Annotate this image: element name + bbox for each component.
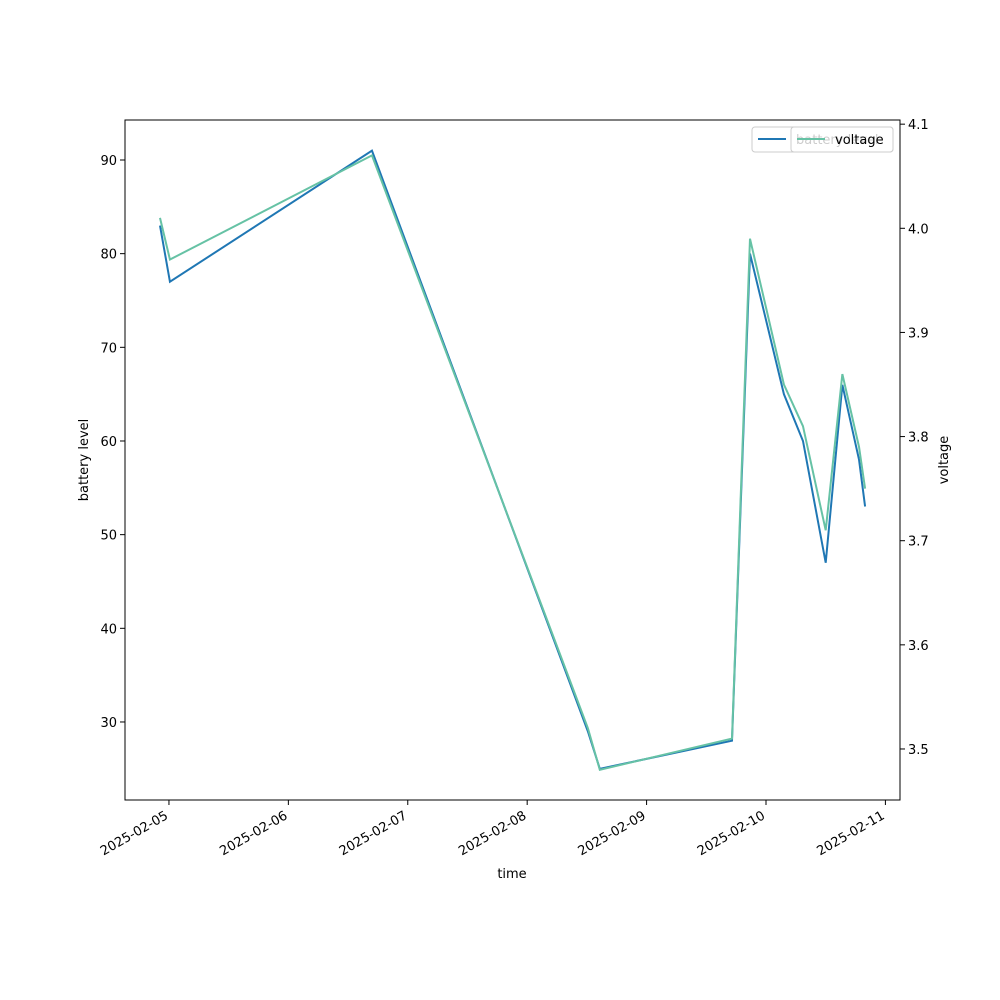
y-tick-label: 70	[100, 341, 117, 356]
y-tick-label: 90	[100, 154, 117, 169]
y2-tick-label: 3.7	[908, 535, 929, 550]
y-tick-label: 60	[100, 435, 117, 450]
x-tick-label: 2025-02-06	[217, 808, 290, 859]
y-axis-label: battery level	[77, 419, 92, 502]
y2-tick-label: 4.0	[908, 222, 929, 237]
y2-tick-label: 3.8	[908, 431, 929, 446]
x-tick-label: 2025-02-08	[456, 808, 529, 859]
line-series	[159, 149, 867, 770]
x-tick-label: 2025-02-10	[695, 808, 768, 859]
legend-box	[790, 126, 894, 153]
y2-axis-label: voltage	[937, 436, 952, 485]
y2-tick-label: 3.6	[908, 639, 929, 654]
y-tick-label: 50	[100, 529, 117, 544]
y-tick-label: 30	[100, 716, 117, 731]
legend: voltage	[790, 126, 894, 153]
y-tick-label: 40	[100, 622, 117, 637]
y2-tick-label: 3.5	[908, 743, 929, 758]
line-series	[159, 154, 867, 771]
legend-label: voltage	[835, 133, 884, 148]
y-tick-label: 80	[100, 248, 117, 263]
x-tick-label: 2025-02-05	[98, 808, 171, 859]
y2-tick-label: 3.9	[908, 326, 929, 341]
x-tick-label: 2025-02-11	[814, 808, 887, 859]
x-tick-label: 2025-02-07	[337, 808, 410, 859]
x-axis-label: time	[497, 867, 526, 882]
x-tick-label: 2025-02-09	[576, 808, 649, 859]
y2-tick-label: 4.1	[908, 118, 929, 133]
plot-frame	[124, 119, 901, 801]
